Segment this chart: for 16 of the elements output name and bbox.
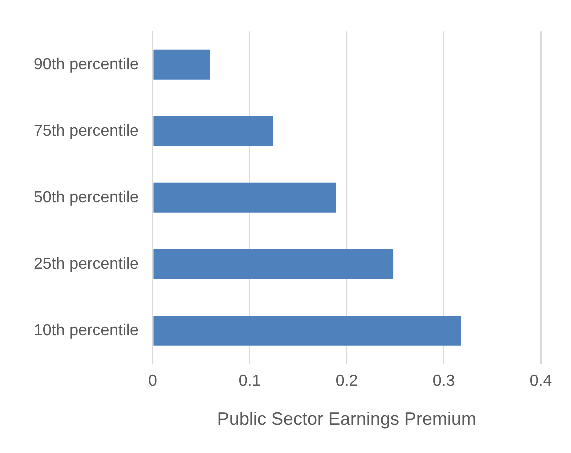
y-tick-label: 10th percentile: [34, 322, 140, 340]
x-tick-label: 0.2: [336, 373, 358, 390]
y-tick-label: 25th percentile: [34, 256, 140, 273]
x-axis-title: Public Sector Earnings Premium: [217, 409, 477, 430]
y-tick-label: 90th percentile: [34, 56, 140, 74]
bar: [154, 249, 394, 280]
bar: [154, 50, 210, 80]
bar: [154, 116, 274, 146]
x-tick-label: 0: [148, 373, 158, 390]
x-tick-label: 0.3: [432, 373, 456, 390]
y-tick-label: 75th percentile: [34, 122, 140, 140]
x-tick-label: 0.4: [530, 373, 552, 390]
bar: [154, 182, 336, 213]
bar: [154, 316, 462, 346]
y-tick-label: 50th percentile: [34, 189, 140, 206]
x-tick-label: 0.1: [238, 373, 262, 390]
